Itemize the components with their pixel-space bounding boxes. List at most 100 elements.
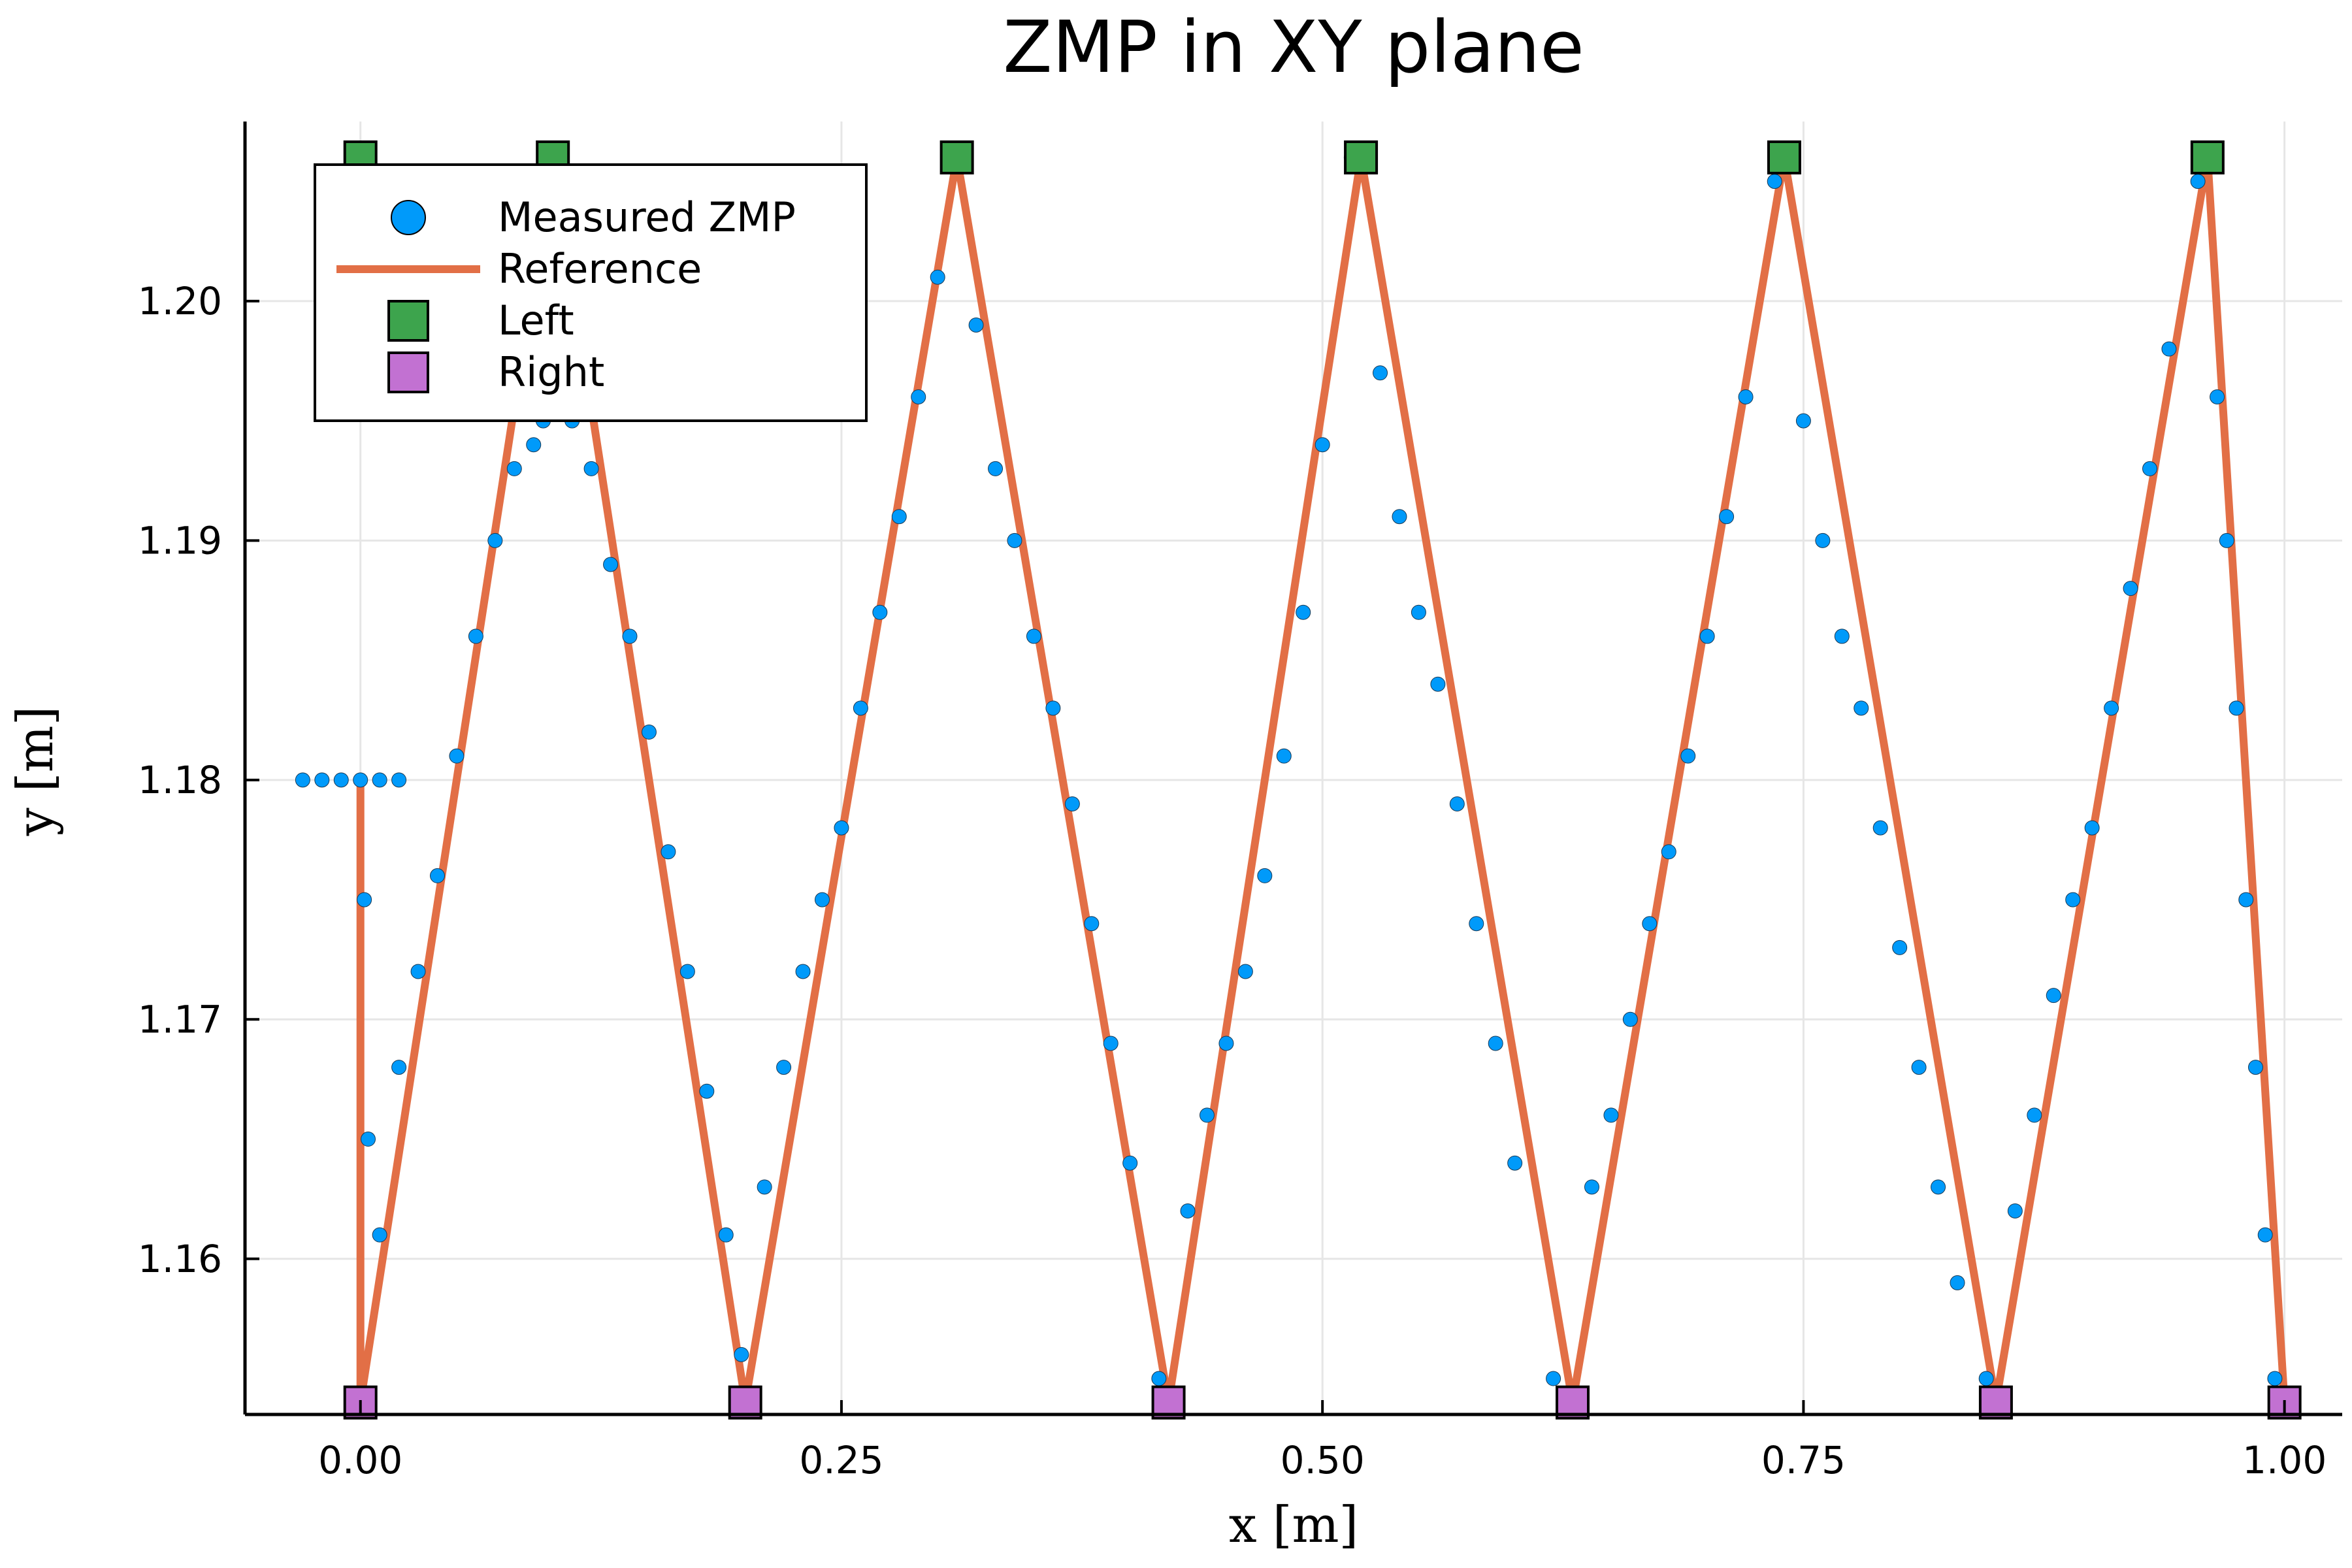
zmp-point [891, 509, 907, 525]
zmp-point [1315, 437, 1330, 453]
zmp-point [814, 892, 830, 907]
zmp-point [1661, 844, 1676, 860]
zmp-point [314, 772, 330, 788]
zmp-point [353, 772, 368, 788]
zmp-point [1738, 389, 1754, 404]
zmp-point [911, 389, 926, 404]
zmp-point [1064, 796, 1080, 811]
zmp-point [1911, 1060, 1927, 1075]
zmp-point [2123, 581, 2138, 596]
zmp-point [1642, 916, 1658, 932]
zmp-point [487, 532, 503, 548]
zmp-point [1931, 1179, 1946, 1195]
zmp-point [1469, 916, 1484, 932]
zmp-point [429, 868, 445, 883]
x-tick-label: 0.75 [1761, 1438, 1846, 1482]
zmp-point [360, 1132, 376, 1147]
measured-zmp-series [295, 150, 2283, 1386]
legend-label-left: Left [498, 297, 574, 344]
zmp-point [661, 844, 676, 860]
zmp-point [333, 772, 349, 788]
zmp-point [295, 772, 310, 788]
zmp-point [1892, 939, 1908, 955]
zmp-point [795, 964, 811, 979]
y-tick-label: 1.18 [138, 758, 222, 802]
zmp-point [1603, 1107, 1619, 1123]
zmp-point [1699, 629, 1715, 644]
zmp-point [1103, 1036, 1119, 1051]
zmp-point [372, 772, 387, 788]
zmp-point [1680, 748, 1696, 764]
legend-label-reference: Reference [498, 245, 702, 293]
zmp-point [679, 964, 695, 979]
chart-title: ZMP in XY plane [1003, 5, 1584, 89]
zmp-point [2247, 1060, 2263, 1075]
zmp-point [2084, 820, 2100, 836]
y-axis-title: y [m] [6, 706, 64, 836]
zmp-point [2046, 988, 2061, 1004]
zmp-point [1978, 1371, 1994, 1386]
zmp-point [622, 629, 638, 644]
zmp-point [1257, 868, 1273, 883]
zmp-point [757, 1179, 772, 1195]
zmp-point [2142, 461, 2158, 476]
zmp-point [930, 269, 945, 285]
legend-label-right: Right [498, 348, 604, 396]
zmp-point [1584, 1179, 1599, 1195]
zmp-point [1151, 1371, 1167, 1386]
zmp-point [1180, 1203, 1196, 1218]
zmp-point [2267, 1371, 2283, 1386]
x-tick-label: 0.50 [1281, 1438, 1365, 1482]
zmp-point [776, 1060, 792, 1075]
grid-lines [245, 122, 2342, 1414]
zmp-point [2219, 532, 2234, 548]
left-footstep-marker [2190, 140, 2225, 174]
x-tick-label: 0.25 [799, 1438, 883, 1482]
zmp-point [1373, 365, 1388, 381]
zmp-point [1296, 604, 1311, 620]
zmp-point [1449, 796, 1465, 811]
zmp-point [1199, 1107, 1215, 1123]
legend: Measured ZMP Reference Left Right [314, 163, 868, 422]
zmp-point [506, 461, 522, 476]
zmp-point [1872, 820, 1888, 836]
zmp-point [1276, 748, 1292, 764]
x-tick-label: 0.00 [318, 1438, 402, 1482]
zmp-point [1218, 1036, 1234, 1051]
zmp-point [853, 700, 868, 716]
zmp-point [2104, 700, 2119, 716]
zmp-point [2238, 892, 2254, 907]
zmp-point [468, 629, 483, 644]
left-footstep-marker [1344, 140, 1379, 174]
zmp-point [1719, 509, 1735, 525]
zmp-point [834, 820, 849, 836]
zmp-point [1392, 509, 1407, 525]
zmp-point [2065, 892, 2081, 907]
zmp-point [734, 1347, 749, 1362]
left-footstep-marker [939, 140, 974, 174]
zmp-point [1045, 700, 1061, 716]
zmp-point [603, 557, 619, 572]
zmp-point [1546, 1371, 1561, 1386]
zmp-point [968, 318, 984, 333]
legend-marker-right [387, 351, 429, 393]
zmp-point [2190, 174, 2206, 189]
tick-labels: 0.00 0.25 0.50 0.75 1.00 1.16 1.17 1.18 1.19 1.20 [138, 279, 2327, 1482]
zmp-point [1507, 1155, 1523, 1171]
zmp-point [526, 437, 542, 453]
x-tick-label: 1.00 [2242, 1438, 2327, 1482]
y-tick-label: 1.19 [138, 518, 222, 563]
zmp-point [2229, 700, 2244, 716]
zmp-point [1411, 604, 1426, 620]
zmp-point [1237, 964, 1253, 979]
zmp-point [718, 1227, 734, 1243]
zmp-point [2257, 1227, 2273, 1243]
zmp-point [1815, 532, 1831, 548]
zmp-point [872, 604, 888, 620]
zmp-point [641, 725, 657, 740]
x-axis-title: x [m] [1229, 1495, 1358, 1554]
zmp-point [391, 1060, 407, 1075]
zmp-point [1430, 676, 1446, 692]
zmp-point [2210, 389, 2225, 404]
